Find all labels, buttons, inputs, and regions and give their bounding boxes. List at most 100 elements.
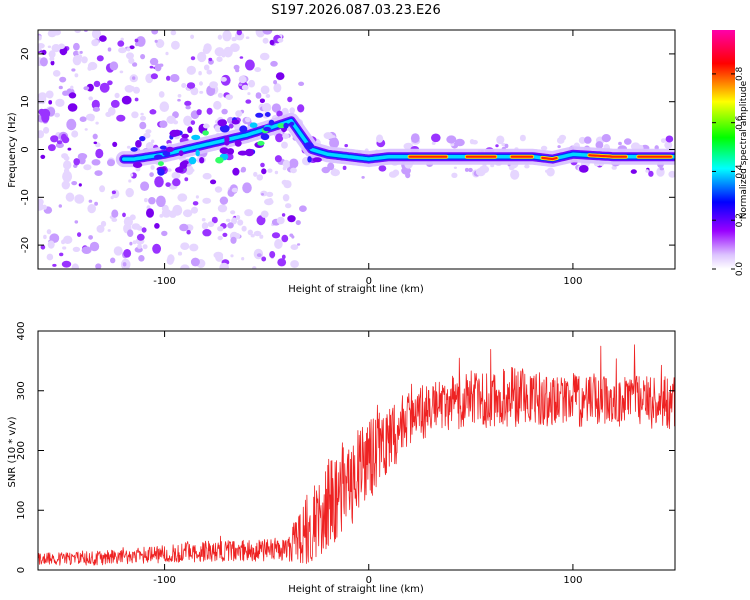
spectrogram-cell — [143, 132, 151, 139]
spectrogram-cell — [431, 133, 441, 143]
spectrogram-cell — [71, 68, 76, 72]
snr-ytick-label: 100 — [16, 501, 27, 520]
spectrogram-cell — [149, 172, 154, 178]
spectrogram-cell — [47, 45, 52, 49]
spectrogram-cell — [87, 61, 98, 71]
spectrogram-cell — [546, 167, 555, 177]
spectrogram-cell — [199, 81, 203, 86]
spectrogram-cell — [274, 170, 279, 175]
spectrogram-cell — [138, 254, 145, 262]
spectrogram-cell — [133, 86, 140, 94]
spectrogram-cell — [285, 203, 292, 209]
spectrogram-cell — [107, 47, 112, 52]
spectrogram-cell — [116, 114, 126, 122]
spectrogram-cell — [190, 56, 196, 61]
spectrogram-cell — [184, 100, 192, 107]
spectrogram-cell — [262, 37, 269, 44]
spectrogram-cell — [254, 67, 262, 73]
spectrogram-cell — [202, 130, 209, 136]
spectrogram-cell — [39, 57, 48, 67]
spectrogram-cell — [231, 217, 238, 225]
spectrogram-cell — [40, 154, 46, 159]
spectrogram-cell — [275, 72, 285, 80]
spectrogram-cell — [67, 103, 78, 112]
spectrogram-cell — [140, 54, 146, 60]
spectrogram-cell — [297, 104, 305, 113]
spectrogram-cell — [241, 225, 247, 232]
spectrogram-cell — [659, 167, 664, 171]
spectrogram-cell — [287, 96, 293, 103]
spectrogram-cell — [287, 215, 296, 223]
spectrogram-cell — [220, 77, 227, 82]
snr-ytick-label: 0 — [16, 567, 27, 573]
spectrogram-cell — [664, 141, 673, 150]
spectrogram-cell — [55, 98, 65, 107]
spectrogram-cell — [190, 257, 200, 267]
spectrogram-cell — [201, 218, 206, 222]
spectrogram-cell — [68, 92, 77, 99]
spectrogram-cell — [166, 75, 171, 81]
spectrogram-cell — [135, 41, 139, 47]
spectrogram-cell — [259, 234, 264, 239]
spectrogram-cell — [154, 39, 158, 43]
spectrogram-cell — [217, 119, 227, 127]
spectrogram-cell — [136, 233, 145, 241]
spectrogram-cell — [225, 218, 231, 222]
spectrogram-cell — [60, 133, 67, 141]
spectrogram-cell — [253, 171, 258, 177]
spectrogram-cell — [185, 105, 191, 110]
spectrogram-cell — [132, 62, 138, 67]
spectrogram-cell — [255, 112, 264, 118]
spectrogram-cell — [239, 56, 244, 59]
spectrogram-cell — [230, 254, 234, 258]
spectrogram-cell — [70, 85, 74, 90]
spectrogram-cell — [250, 234, 255, 238]
spectrogram-cell — [238, 83, 243, 86]
spectrogram-cell — [579, 165, 589, 173]
spectrogram-cell — [191, 134, 201, 141]
spectrogram-cell — [151, 139, 155, 144]
spectrogram-cell — [46, 91, 52, 95]
spectrogram-cell — [154, 223, 160, 229]
spectrogram-cell — [117, 40, 125, 47]
spectrogram-cell — [207, 221, 215, 228]
spectrogram-cell — [99, 82, 110, 93]
spectrogram-cell — [190, 120, 196, 125]
spectrogram-cell — [54, 112, 60, 118]
spectrogram-cell — [239, 125, 248, 133]
spectrogram-cell — [282, 159, 290, 169]
spectrogram-cell — [107, 159, 115, 167]
spectrogram-cell — [59, 76, 67, 83]
spectrogram-cell — [92, 106, 100, 112]
spectrogram-cell — [184, 177, 189, 182]
spectrogram-cell — [297, 243, 301, 246]
colorbar-tick-label: 0.8 — [735, 66, 745, 81]
spectrogram-cell — [95, 148, 104, 159]
spectrogram-cell — [134, 97, 139, 102]
spectrogram-cell — [40, 108, 51, 119]
spectrogram-cell — [77, 232, 82, 238]
spectrogram-cell — [126, 52, 134, 60]
spectrogram-cell — [46, 229, 52, 235]
spectrogram-cell — [154, 63, 162, 72]
spectrogram-cell — [215, 156, 224, 164]
spectrogram-cell — [110, 196, 114, 200]
spectrogram-cell — [38, 92, 47, 100]
spectrogram-cell — [277, 37, 284, 43]
spectrogram-cell — [273, 80, 278, 85]
spectrogram-cell — [289, 121, 295, 126]
spectrogram-cell — [59, 252, 64, 257]
spectrogram-cell — [62, 90, 69, 96]
spectrogram-cell — [172, 204, 183, 216]
spectrogram-cell — [121, 95, 132, 105]
spectrogram-cell — [159, 120, 168, 128]
spectrogram-cell — [206, 107, 213, 115]
spectrogram-cell — [451, 172, 458, 178]
spectrogram-cell — [150, 73, 158, 80]
spectrogram-cell — [276, 110, 283, 117]
spectrogram-cell — [145, 129, 152, 134]
snr-ytick-label: 200 — [16, 441, 27, 460]
spectrogram-cell — [129, 45, 135, 50]
